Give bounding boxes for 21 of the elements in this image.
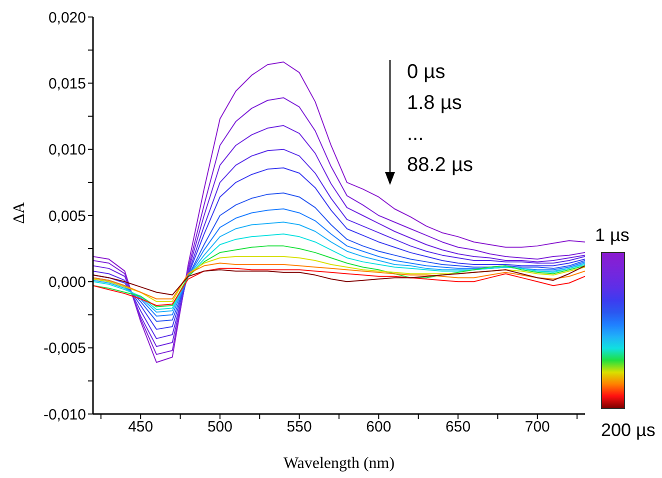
x-tick-label: 550 <box>286 418 312 436</box>
x-axis-title: Wavelength (nm) <box>282 455 396 473</box>
x-tick-label: 600 <box>366 418 392 436</box>
y-tick-label: 0,010 <box>48 142 86 159</box>
annotation: 88.2 µs <box>407 153 474 177</box>
x-tick-label: 500 <box>207 418 232 436</box>
y-tick-label: -0,010 <box>43 406 86 424</box>
y-tick-label: -0,005 <box>43 340 86 358</box>
text: 1 µs <box>595 225 630 246</box>
x-tick-label: 450 <box>128 418 154 436</box>
x-tick-label: 650 <box>446 418 471 436</box>
x-tick-label: 700 <box>524 418 550 436</box>
annotation: 1.8 µs <box>407 91 462 115</box>
annotation: ... <box>407 122 424 146</box>
annotation: 0 µs <box>407 60 446 84</box>
text: 200 µs <box>601 420 656 441</box>
y-tick-label: 0,020 <box>48 9 86 26</box>
y-axis-title: ΔA <box>11 200 29 226</box>
y-tick-label: 0,005 <box>48 208 86 225</box>
y-tick-label: 0,015 <box>48 75 86 92</box>
y-tick-label: 0,000 <box>48 274 86 291</box>
